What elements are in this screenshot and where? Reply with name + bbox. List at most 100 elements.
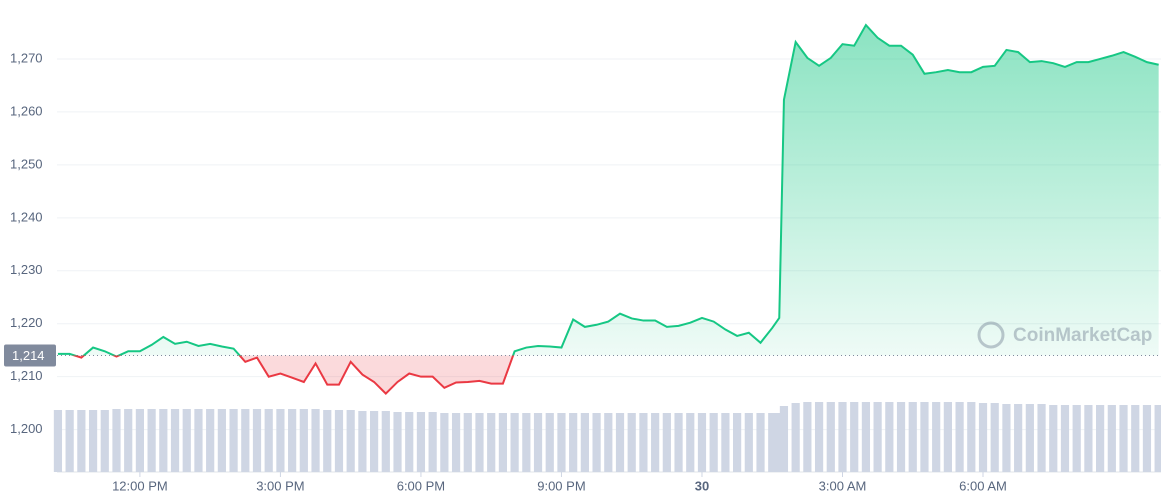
y-tick-label: 1,270 [10,50,43,65]
volume-bar [159,409,168,472]
volume-bar [1049,405,1058,472]
volume-bar [861,402,871,472]
volume-bar [896,402,906,472]
volume-bar [510,413,519,472]
y-tick-label: 1,200 [10,421,43,436]
volume-bar [124,409,133,472]
x-tick-label: 3:00 PM [256,478,304,493]
volume-bar [100,410,109,472]
volume-bar [1037,404,1046,472]
volume-bar [873,402,882,472]
volume-bar [1131,405,1140,472]
baseline-label: 1,214 [12,348,45,363]
volume-bar [662,413,671,472]
volume-bar [721,413,730,472]
volume-bar [241,409,250,472]
volume-bar [88,410,98,472]
y-tick-label: 1,250 [10,156,43,171]
volume-bar [733,413,742,472]
volume-bar [334,410,344,472]
volume-bar [791,403,800,472]
volume-bar [709,413,718,472]
volume-bar [932,402,941,472]
volume-bar [545,413,554,472]
watermark: CoinMarketCap [977,321,1152,349]
volume-bar [440,413,449,472]
volume-bar [252,409,262,472]
volume-bar [1096,405,1105,472]
volume-bar [1119,405,1128,472]
volume-bar [1154,405,1161,472]
volume-bar [487,413,496,472]
price-line-up [57,23,1159,356]
volume-bar [416,412,426,472]
volume-bar [1002,404,1011,472]
x-tick-label: 30 [695,478,709,493]
volume-bar [182,409,191,472]
volume-bar [405,412,414,472]
watermark-text: CoinMarketCap [1013,325,1152,346]
volume-bar [65,410,74,472]
volume-bar [1084,405,1093,472]
volume-bar [651,413,660,472]
price-line-down [71,355,515,396]
volume-bar [451,413,461,472]
volume-bar [920,402,929,472]
volume-bar [276,409,285,472]
volume-bar [967,402,976,472]
volume-bar [990,403,999,472]
volume-bar [674,413,683,472]
volume-bar [393,412,402,472]
y-tick-label: 1,240 [10,209,43,224]
y-tick-label: 1,260 [10,103,43,118]
volume-bar [838,402,847,472]
volume-bar [522,413,531,472]
volume-bar [775,413,784,472]
volume-bar [498,413,508,472]
volume-bar [475,413,484,472]
volume-bar [288,409,297,472]
volume-bar [779,406,789,472]
x-tick-label: 9:00 PM [537,478,585,493]
watermark-logo [977,321,1005,349]
volume-bar [627,413,636,472]
volume-bar [194,409,203,472]
volume-bar [955,402,964,472]
volume-bar [826,402,835,472]
volume-bar [615,413,625,472]
volume-bar [768,413,777,472]
volume-bar [1025,404,1034,472]
volume-bar [53,410,63,472]
volume-bar [135,409,145,472]
volume-bar [229,409,238,472]
volume-bar [370,411,379,472]
volume-bar [697,413,707,472]
volume-bar [580,413,589,472]
x-tick-label: 6:00 AM [959,478,1007,493]
x-tick-label: 3:00 AM [819,478,867,493]
volume-bar [112,409,121,472]
volume-bar [1014,404,1023,472]
x-tick-label: 12:00 PM [112,478,168,493]
volume-bar [463,413,472,472]
baseline-label-box [4,344,56,367]
volume-bar [428,412,437,472]
volume-bar [299,409,308,472]
volume-bar [908,402,917,472]
volume-bar [1142,405,1152,472]
volume-bar [814,402,824,472]
volume-bar [639,413,648,472]
volume-bar [1107,405,1116,472]
y-tick-label: 1,210 [10,368,43,383]
volume-bar [756,413,765,472]
volume-bar [77,410,86,472]
x-tick-label: 6:00 PM [397,478,445,493]
volume-bar [1060,405,1070,472]
volume-bar [170,409,180,472]
volume-bar [264,409,273,472]
volume-bar [346,410,355,472]
volume-bar [592,413,601,472]
volume-bar [744,413,753,472]
volume-bar [978,403,988,472]
volume-bar [604,413,613,472]
